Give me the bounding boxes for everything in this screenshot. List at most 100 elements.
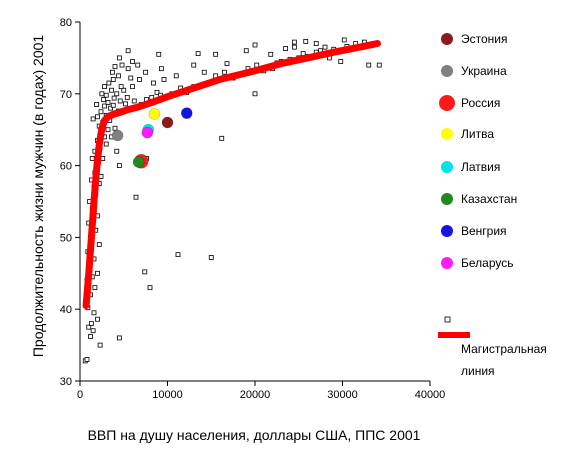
country-point [95, 270, 100, 276]
country-point [114, 148, 120, 154]
legend-label: Казахстан [461, 192, 517, 206]
legend-label: Беларусь [461, 256, 513, 270]
country-point [128, 75, 134, 81]
country-point [158, 66, 164, 72]
country-point [84, 357, 90, 362]
country-point [173, 73, 179, 79]
y-axis-label: Продолжительность жизни мужчин (в годах)… [30, 35, 46, 358]
country-point [224, 61, 230, 67]
country-point [195, 51, 201, 56]
country-point [105, 127, 111, 133]
country-point [98, 109, 104, 115]
country-point [366, 62, 372, 68]
country-point [252, 91, 258, 97]
country-point [175, 252, 181, 258]
country-point [341, 37, 347, 43]
legend-marker [444, 316, 451, 323]
country-point [101, 97, 107, 102]
legend-label: Венгрия [461, 224, 507, 238]
highlight-point [180, 107, 193, 119]
highlight-point [141, 126, 154, 139]
country-point [322, 44, 328, 50]
country-point [313, 41, 319, 46]
country-point [97, 342, 103, 348]
x-tick-label: 30000 [327, 389, 358, 401]
country-point [124, 94, 130, 100]
country-point [106, 80, 112, 86]
y-tick-label: 80 [60, 17, 72, 29]
legend-marker [441, 225, 453, 237]
country-point [123, 101, 128, 107]
country-point [133, 194, 139, 200]
legend-marker [439, 95, 455, 111]
country-point [94, 102, 100, 107]
country-point [95, 316, 100, 322]
y-tick-label: 60 [60, 161, 72, 173]
country-point [86, 324, 92, 330]
legend-marker [441, 65, 453, 77]
country-point [111, 95, 117, 101]
country-point [131, 98, 137, 104]
country-point [125, 48, 131, 54]
country-point [291, 39, 297, 45]
country-point [137, 77, 142, 82]
y-tick-label: 30 [60, 376, 72, 388]
country-point [303, 38, 309, 44]
country-point [110, 77, 116, 82]
country-point [143, 69, 149, 75]
country-point [108, 105, 114, 111]
plot-area [82, 37, 382, 364]
country-point [147, 285, 153, 291]
highlight-point [111, 129, 124, 142]
country-point [102, 84, 107, 90]
country-point [88, 334, 93, 339]
country-point [213, 51, 219, 57]
country-point [252, 42, 258, 48]
highlight-point [148, 108, 161, 120]
country-point [110, 102, 116, 108]
legend-label: Эстония [461, 32, 508, 46]
country-point [116, 335, 122, 341]
country-point [103, 141, 109, 147]
legend-label: Россия [461, 96, 500, 110]
country-point [91, 310, 97, 316]
x-tick-label: 40000 [415, 389, 446, 401]
country-point [99, 91, 105, 97]
country-point [191, 62, 197, 68]
country-point [376, 62, 382, 68]
country-point [219, 135, 225, 141]
country-point [154, 89, 160, 95]
country-point [142, 269, 148, 275]
country-point [90, 328, 96, 334]
country-point [117, 98, 123, 104]
legend-label: Литва [461, 127, 494, 141]
country-point [130, 84, 135, 90]
country-point [109, 87, 114, 93]
legend-marker [441, 161, 453, 173]
country-point [151, 80, 156, 86]
x-tick-label: 0 [77, 389, 83, 401]
country-point [109, 69, 115, 75]
legend: Эстония Украина Россия Литва Латвия Казахстан… [438, 32, 547, 378]
country-point [102, 103, 107, 109]
x-tick-label: 20000 [240, 389, 271, 401]
country-point [88, 321, 94, 326]
country-point [116, 73, 121, 79]
country-point [201, 69, 207, 75]
legend-marker [441, 33, 453, 45]
legend-marker [441, 128, 453, 140]
legend-label: Латвия [461, 160, 500, 174]
x-axis-label: ВВП на душу населения, доллары США, ППС … [88, 427, 421, 443]
y-tick-label: 40 [60, 304, 72, 316]
country-point [112, 64, 118, 69]
x-tick-label: 10000 [152, 389, 183, 401]
legend-label: Украина [461, 64, 507, 78]
highlight-point [161, 116, 174, 129]
country-point [135, 62, 141, 68]
legend-label: линия [461, 364, 495, 378]
country-point [208, 255, 214, 260]
country-point [156, 51, 162, 57]
country-point [116, 163, 122, 169]
country-point [130, 59, 135, 64]
